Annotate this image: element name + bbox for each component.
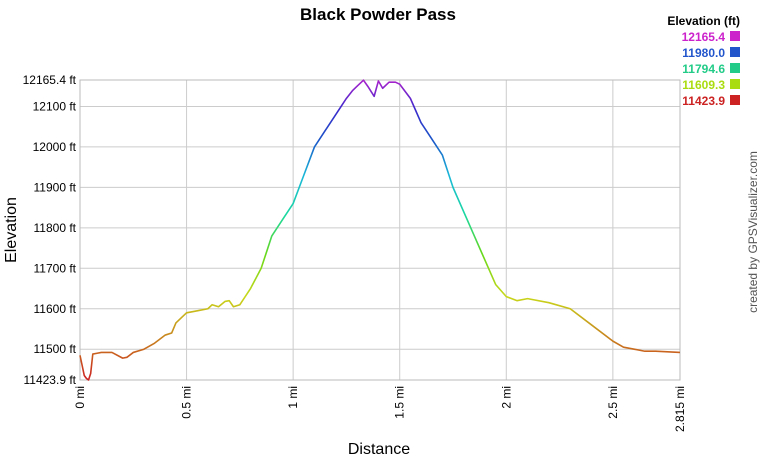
legend-item-label: 11609.3 [682,78,725,92]
x-tick-label: 0.5 mi [180,386,194,419]
chart-title: Black Powder Pass [300,5,456,24]
legend-item-label: 12165.4 [682,30,726,44]
x-tick-label: 2 mi [499,386,513,409]
y-tick-label: 11423.9 ft [24,373,77,387]
y-axis-ticks: 11423.9 ft 11500 ft 11600 ft 11700 ft 11800 … [23,73,77,387]
legend-swatch [730,95,740,105]
plot-area-border [79,79,681,381]
legend-item-label: 11423.9 [682,94,725,108]
legend-item-label: 11980.0 [682,46,725,60]
x-axis-label: Distance [348,441,410,458]
legend-title: Elevation (ft) [667,14,740,28]
x-tick-label: 2.5 mi [606,386,620,419]
y-tick-label: 11600 ft [34,302,77,316]
y-axis-label: Elevation [3,197,20,263]
grid [79,79,681,381]
y-tick-label: 11500 ft [34,342,77,356]
legend-swatch [730,63,740,73]
legend-item-label: 11794.6 [682,62,725,76]
legend: Elevation (ft) 12165.4 11980.0 11794.6 1160… [667,14,740,108]
y-tick-label: 11900 ft [34,180,77,194]
legend-swatch [730,79,740,89]
legend-swatch [730,31,740,41]
x-tick-label: 1.5 mi [393,386,407,419]
y-tick-label: 12165.4 ft [23,73,77,87]
y-tick-label: 11700 ft [34,261,77,275]
credit-text: created by GPSVisualizer.com [746,151,760,313]
x-axis-ticks: 0 mi 0.5 mi 1 mi 1.5 mi 2 mi 2.5 mi 2.815 mi [73,386,687,432]
x-tick-label: 1 mi [286,386,300,409]
x-tick-label: 2.815 mi [673,386,687,432]
y-tick-label: 11800 ft [34,221,77,235]
y-tick-label: 12100 ft [33,99,77,113]
elevation-profile-line [79,79,681,381]
legend-swatch [730,47,740,57]
y-tick-label: 12000 ft [33,140,77,154]
x-tick-label: 0 mi [73,386,87,409]
